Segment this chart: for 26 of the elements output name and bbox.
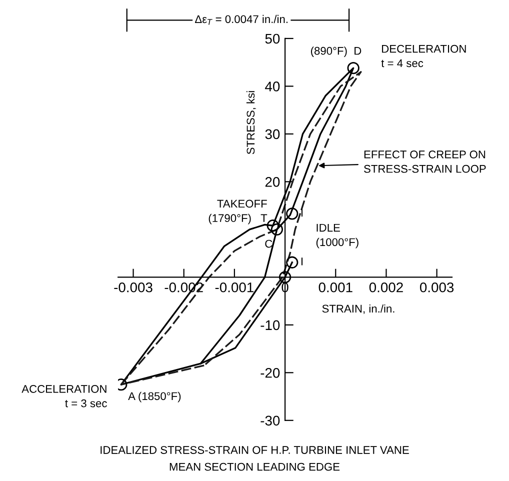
annotation: TAKEOFF (1790°F) T [208,200,268,224]
x-tick-label: 0.002 [369,282,403,292]
y-tick-label: -30 [260,416,280,426]
y-tick-label: 30 [265,129,280,140]
y-tick-label: -20 [260,368,280,378]
text: Δε$_{T}$ = 0.0047 in./in. [195,14,288,25]
text: IDEALIZED STRESS-STRAIN OF H.P. TURBINE INLET VANE MEAN SECTION LEADING EDGE [100,446,409,471]
annotation: DECELERATION t = 4 sec [381,44,466,68]
y-tick-label: -10 [260,320,280,330]
x-tick-label: -0.003 [114,282,152,292]
y-tick-label: 40 [265,82,280,92]
x-axis-title: STRAIN, in./in. [322,304,394,314]
y-axis-title: STRESS, ksi [246,91,256,154]
annotation: ACCELERATION t = 3 sec [22,385,107,408]
x-tick-label: -0.001 [215,282,254,292]
annotation: A (1850°F) [128,392,181,402]
annotation: I [301,208,303,217]
annotation: I [301,258,303,266]
annotation: IDLE (1000°F) [316,224,358,248]
annotation: (890°F) D [311,46,362,57]
annotation: C [265,240,272,248]
x-tick-label: 0.001 [318,282,352,292]
y-tick-label: 20 [265,177,280,187]
x-tick-label: 0.003 [420,282,454,292]
y-tick-label: 50 [265,34,280,44]
annotation: EFFECT OF CREEP ON STRESS-STRAIN LOOP [364,150,486,173]
